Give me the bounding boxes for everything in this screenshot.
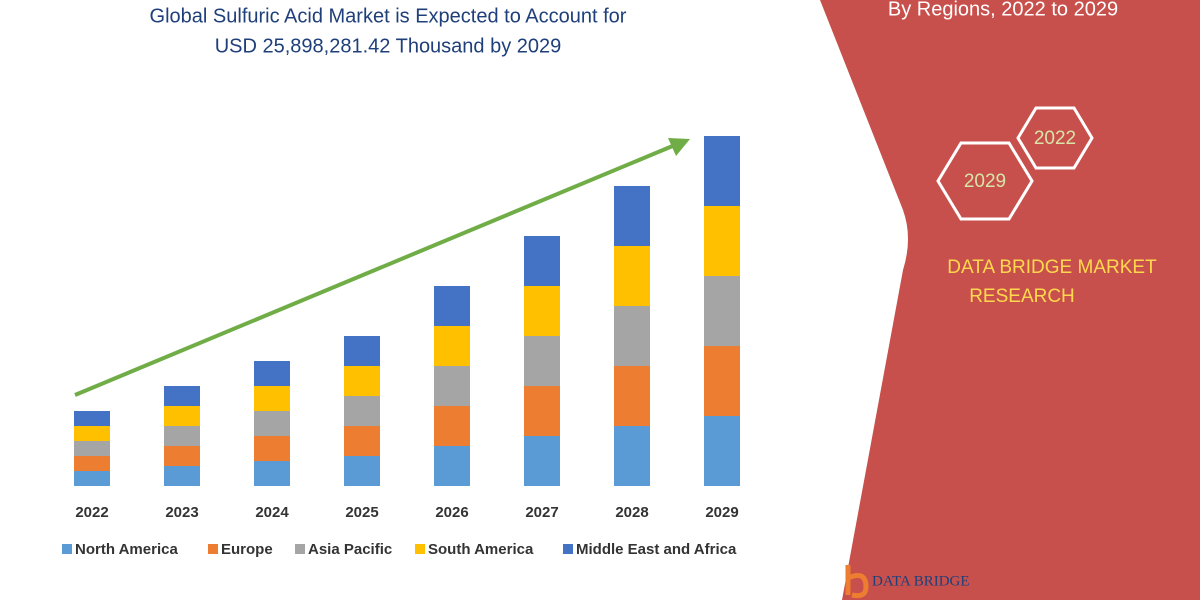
bar-segment [704,346,740,416]
bar-segment [74,441,110,456]
bar-segment [524,386,560,436]
x-tick-label: 2023 [165,504,198,521]
bar-segment [704,276,740,346]
legend-label: South America [428,541,534,558]
logo-text: DATA BRIDGE [872,573,970,589]
bar-segment [434,326,470,366]
bar-segment [524,236,560,286]
panel-heading: By Regions, 2022 to 2029 [888,0,1118,20]
bar-segment [614,426,650,486]
bar-segment [164,406,200,426]
legend-swatch [415,544,425,554]
arrow-line [74,143,676,397]
bar-segment [344,336,380,366]
bar-segment [524,286,560,336]
trend-arrow [74,138,690,397]
bar-segment [614,306,650,366]
bar-segment [614,246,650,306]
bar-segment [434,286,470,326]
x-tick-label: 2022 [75,504,108,521]
legend-label: Europe [221,541,273,558]
legend-swatch [563,544,573,554]
bar-segment [344,426,380,456]
bar-segment [164,386,200,406]
bar-segment [254,461,290,486]
logo-mark [845,565,869,599]
legend-swatch [62,544,72,554]
bar-segment [164,446,200,466]
chart-title: Global Sulfuric Acid Market is Expected … [150,5,627,27]
x-tick-label: 2025 [345,504,378,521]
bar-segment [704,136,740,206]
bar-segment [524,436,560,486]
bar-segment [344,366,380,396]
plot: 2022 2023 2024 2025 2026 2027 2028 2029 North Am… [62,136,740,558]
bar-segment [254,386,290,411]
hexagon [1016,106,1094,170]
brand-text: RESEARCH [969,286,1075,307]
legend-swatch [208,544,218,554]
chart-title: USD 25,898,281.42 Thousand by 2029 [215,35,562,57]
bar-segment [74,456,110,471]
legend-label: Asia Pacific [308,541,392,558]
bar-segment [614,366,650,426]
bar-segment [434,406,470,446]
bar-segment [74,471,110,486]
bar-segment [344,456,380,486]
brand-text: DATA BRIDGE MARKET [947,257,1157,278]
bar-segment [614,186,650,246]
bar-segment [434,446,470,486]
bar-segment [704,416,740,486]
x-tick-label: 2029 [705,504,738,521]
bar-segment [164,426,200,446]
hexagon-label: 2029 [964,171,1006,192]
bar-segment [434,366,470,406]
hexagon-label: 2022 [1034,128,1076,149]
bar-segment [74,411,110,426]
bar-segment [254,361,290,386]
x-tick-label: 2024 [255,504,289,521]
bar-segment [254,436,290,461]
x-tick-label: 2027 [525,504,558,521]
bar-segment [704,206,740,276]
bar-segment [164,466,200,486]
side-panel [820,0,1200,600]
legend-label: North America [75,541,178,558]
arrow-head [668,138,690,156]
legend-swatch [295,544,305,554]
legend-label: Middle East and Africa [576,541,737,558]
bar-segment [74,426,110,441]
bar-segment [254,411,290,436]
bar-segment [524,336,560,386]
bar-segment [344,396,380,426]
hexagon [936,141,1034,221]
x-tick-label: 2026 [435,504,468,521]
x-tick-label: 2028 [615,504,648,521]
